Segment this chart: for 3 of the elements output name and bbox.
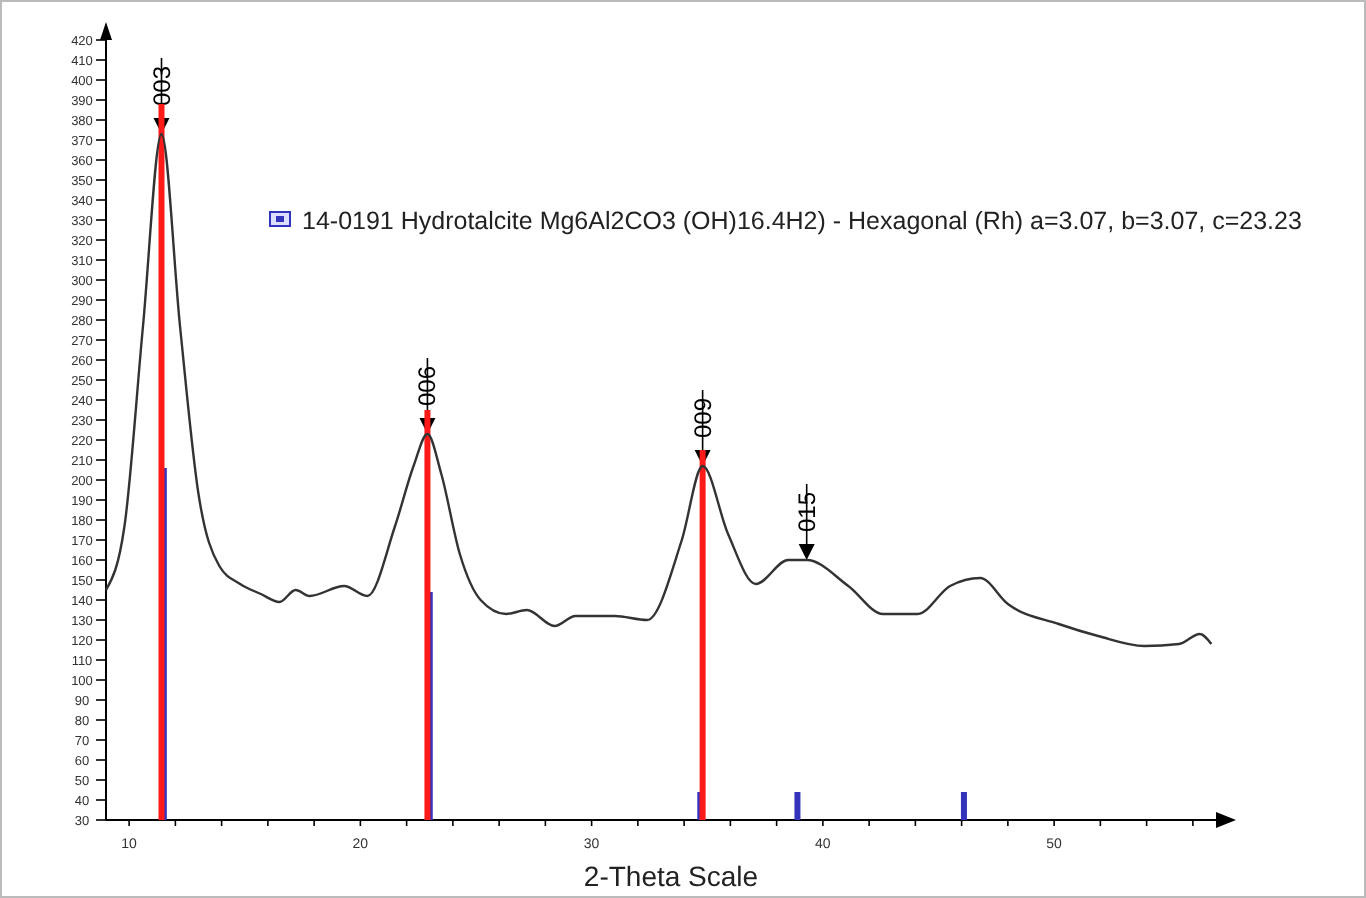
legend-label: 14-0191 Hydrotalcite Mg6Al2CO3 (OH)16.4H2) - Hexagonal (Rh) a=3.07, b=3.07, c=23.23: [302, 206, 1302, 235]
x-axis-title: 2-Theta Scale: [583, 860, 759, 892]
line-series: [104, 132, 1213, 648]
